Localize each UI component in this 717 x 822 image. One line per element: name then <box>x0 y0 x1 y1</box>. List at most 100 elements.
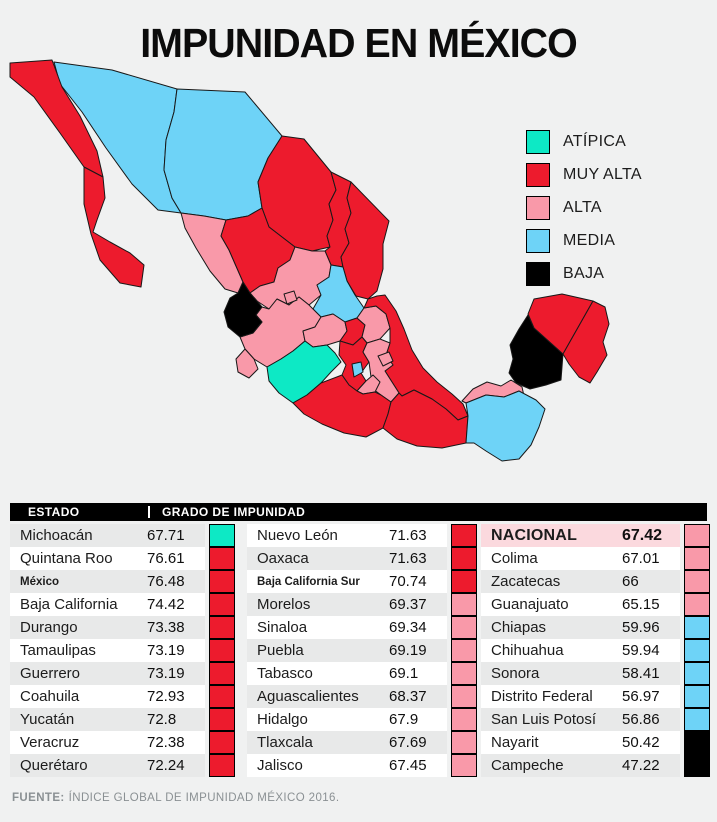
state-row-cell: Campeche 47.22 <box>481 754 680 777</box>
legend-item-muy-alta: MUY ALTA <box>526 163 642 187</box>
state-row-cell: Distrito Federal 56.97 <box>481 685 680 708</box>
legend-item-atipica: ATÍPICA <box>526 130 642 154</box>
table-row: Michoacán 67.71 <box>10 524 235 547</box>
state-name: Jalisco <box>257 757 303 774</box>
state-value: 59.94 <box>622 642 660 659</box>
state-row-cell: Quintana Roo 76.61 <box>10 547 205 570</box>
state-row-cell: Sonora 58.41 <box>481 662 680 685</box>
table-row: Aguascalientes 68.37 <box>247 685 477 708</box>
state-value: 66 <box>622 573 639 590</box>
state-value: 70.74 <box>389 573 427 590</box>
state-name: Nayarit <box>491 734 539 751</box>
state-name: Hidalgo <box>257 711 308 728</box>
legend-item-alta: ALTA <box>526 196 642 220</box>
table-row: Puebla 69.19 <box>247 639 477 662</box>
level-color-swatch <box>209 547 235 570</box>
state-value: 67.01 <box>622 550 660 567</box>
state-row-cell: Puebla 69.19 <box>247 639 447 662</box>
state-name: Sonora <box>491 665 540 682</box>
state-name: Aguascalientes <box>257 688 359 705</box>
level-color-swatch <box>684 662 710 685</box>
level-color-swatch <box>684 616 710 639</box>
level-color-swatch <box>451 708 477 731</box>
state-row-cell: Querétaro 72.24 <box>10 754 205 777</box>
legend-label: ATÍPICA <box>563 133 627 150</box>
state-name: Campeche <box>491 757 564 774</box>
state-name: Colima <box>491 550 538 567</box>
table-row: Coahuila 72.93 <box>10 685 235 708</box>
state-value: 47.22 <box>622 757 660 774</box>
state-nayarit <box>223 281 263 338</box>
state-value: 67.69 <box>389 734 427 751</box>
state-colima <box>235 348 259 379</box>
level-color-swatch <box>209 731 235 754</box>
state-value: 67.45 <box>389 757 427 774</box>
table-row: Nayarit 50.42 <box>481 731 710 754</box>
state-row-cell: Nuevo León 71.63 <box>247 524 447 547</box>
table-row: Morelos 69.37 <box>247 593 477 616</box>
state-name: Nuevo León <box>257 527 338 544</box>
level-color-swatch <box>684 547 710 570</box>
state-value: 69.1 <box>389 665 419 682</box>
table-row: Nuevo León 71.63 <box>247 524 477 547</box>
state-quintana-roo <box>562 300 610 384</box>
state-name: Veracruz <box>20 734 80 751</box>
state-name: Querétaro <box>20 757 88 774</box>
level-color-swatch <box>684 570 710 593</box>
state-row-cell: Chiapas 59.96 <box>481 616 680 639</box>
state-value: 72.24 <box>147 757 185 774</box>
state-value: 58.41 <box>622 665 660 682</box>
table-row: Durango 73.38 <box>10 616 235 639</box>
table-row: Tabasco 69.1 <box>247 662 477 685</box>
state-row-cell: Sinaloa 69.34 <box>247 616 447 639</box>
state-michoacan <box>266 340 342 404</box>
state-row-cell: Oaxaca 71.63 <box>247 547 447 570</box>
state-row-cell: México 76.48 <box>10 570 205 593</box>
level-color-swatch <box>209 662 235 685</box>
level-color-swatch <box>451 731 477 754</box>
state-row-cell: Jalisco 67.45 <box>247 754 447 777</box>
state-aguascalientes <box>283 290 298 305</box>
table-row: Zacatecas 66 <box>481 570 710 593</box>
state-row-cell: San Luis Potosí 56.86 <box>481 708 680 731</box>
state-value: 74.42 <box>147 596 185 613</box>
state-row-cell: Hidalgo 67.9 <box>247 708 447 731</box>
state-value: 69.34 <box>389 619 427 636</box>
state-name: Distrito Federal <box>491 688 593 705</box>
state-row-cell: Colima 67.01 <box>481 547 680 570</box>
level-color-swatch <box>209 639 235 662</box>
state-name: Coahuila <box>20 688 80 705</box>
alta-color-swatch <box>526 196 550 220</box>
legend-label: ALTA <box>563 199 602 216</box>
state-value: 56.97 <box>622 688 660 705</box>
level-color-swatch <box>684 593 710 616</box>
level-color-swatch <box>451 616 477 639</box>
table-row: Tamaulipas 73.19 <box>10 639 235 662</box>
table-row: Sinaloa 69.34 <box>247 616 477 639</box>
state-row-cell: Tlaxcala 67.69 <box>247 731 447 754</box>
table-row: Distrito Federal 56.97 <box>481 685 710 708</box>
state-tamaulipas <box>340 181 390 300</box>
state-name: Baja California <box>20 596 118 613</box>
state-value: 65.15 <box>622 596 660 613</box>
level-color-swatch <box>451 524 477 547</box>
baja-color-swatch <box>526 262 550 286</box>
state-row-cell: Guanajuato 65.15 <box>481 593 680 616</box>
table-row: Guanajuato 65.15 <box>481 593 710 616</box>
legend-item-baja: BAJA <box>526 262 642 286</box>
state-name: Baja California Sur <box>257 575 360 588</box>
state-name: NACIONAL <box>491 526 578 544</box>
state-name: Sinaloa <box>257 619 308 636</box>
state-row-cell: Chihuahua 59.94 <box>481 639 680 662</box>
level-color-swatch <box>451 547 477 570</box>
state-value: 72.93 <box>147 688 185 705</box>
table-row: Tlaxcala 67.69 <box>247 731 477 754</box>
header-divider <box>148 506 150 518</box>
table-row: Baja California Sur 70.74 <box>247 570 477 593</box>
level-color-swatch <box>451 639 477 662</box>
table-row: Chihuahua 59.94 <box>481 639 710 662</box>
table-row: Hidalgo 67.9 <box>247 708 477 731</box>
state-value: 76.61 <box>147 550 185 567</box>
state-value: 71.63 <box>389 550 427 567</box>
state-name: Chihuahua <box>491 642 564 659</box>
